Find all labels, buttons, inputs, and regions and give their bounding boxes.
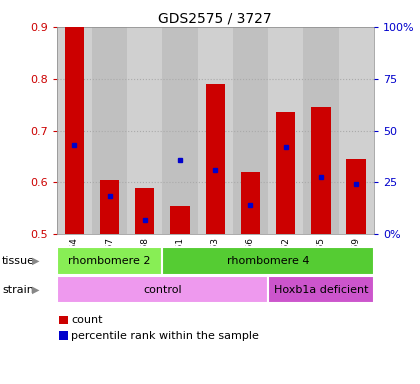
Text: rhombomere 2: rhombomere 2 (68, 256, 151, 266)
Bar (171, 206, 190, 234)
Bar (57, 247, 163, 275)
Text: Hoxb1a deficient: Hoxb1a deficient (274, 285, 368, 295)
Bar (127, 27, 163, 234)
Bar (205, 84, 225, 234)
Bar (57, 276, 268, 303)
Bar (65, 27, 84, 234)
Text: count: count (71, 315, 103, 325)
Bar (163, 247, 374, 275)
Bar (311, 107, 331, 234)
Bar (100, 180, 119, 234)
Bar (92, 27, 127, 234)
Bar (346, 159, 366, 234)
Bar (303, 27, 339, 234)
Title: GDS2575 / 3727: GDS2575 / 3727 (158, 12, 272, 26)
Bar (241, 172, 260, 234)
Bar (339, 27, 374, 234)
Bar (198, 27, 233, 234)
Text: tissue: tissue (2, 256, 35, 266)
Bar (163, 27, 198, 234)
Text: control: control (143, 285, 182, 295)
Text: rhombomere 4: rhombomere 4 (227, 256, 310, 266)
Bar (268, 276, 374, 303)
Text: strain: strain (2, 285, 34, 295)
Text: percentile rank within the sample: percentile rank within the sample (71, 331, 259, 341)
Text: ▶: ▶ (32, 285, 39, 295)
Bar (276, 113, 295, 234)
Bar (57, 27, 92, 234)
Bar (268, 27, 303, 234)
Bar (233, 27, 268, 234)
Text: ▶: ▶ (32, 256, 39, 266)
Bar (135, 188, 155, 234)
